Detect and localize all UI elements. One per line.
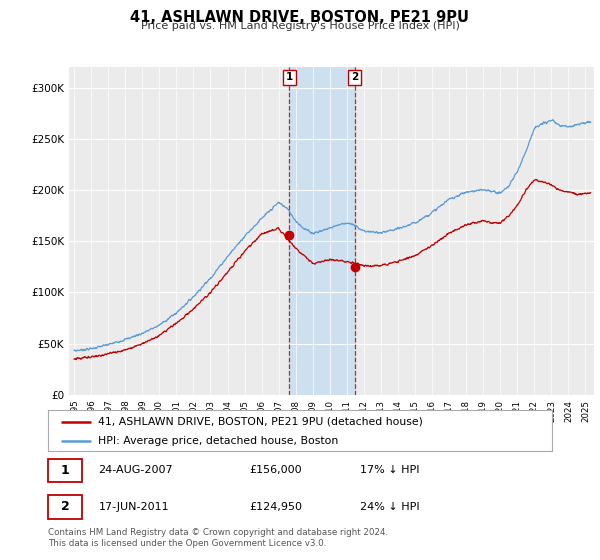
Text: 24% ↓ HPI: 24% ↓ HPI xyxy=(361,502,420,512)
Text: 41, ASHLAWN DRIVE, BOSTON, PE21 9PU (detached house): 41, ASHLAWN DRIVE, BOSTON, PE21 9PU (det… xyxy=(98,417,423,427)
Text: 1: 1 xyxy=(286,72,293,82)
Text: 24-AUG-2007: 24-AUG-2007 xyxy=(98,465,173,475)
Text: 2: 2 xyxy=(61,500,70,514)
Text: 17-JUN-2011: 17-JUN-2011 xyxy=(98,502,169,512)
Bar xyxy=(289,67,355,395)
Text: £124,950: £124,950 xyxy=(250,502,302,512)
Text: Contains HM Land Registry data © Crown copyright and database right 2024.
This d: Contains HM Land Registry data © Crown c… xyxy=(48,528,388,548)
Text: 1: 1 xyxy=(61,464,70,477)
Text: 41, ASHLAWN DRIVE, BOSTON, PE21 9PU: 41, ASHLAWN DRIVE, BOSTON, PE21 9PU xyxy=(131,10,470,25)
Text: HPI: Average price, detached house, Boston: HPI: Average price, detached house, Bost… xyxy=(98,436,338,446)
Text: Price paid vs. HM Land Registry's House Price Index (HPI): Price paid vs. HM Land Registry's House … xyxy=(140,21,460,31)
Text: 17% ↓ HPI: 17% ↓ HPI xyxy=(361,465,420,475)
Text: £156,000: £156,000 xyxy=(250,465,302,475)
FancyBboxPatch shape xyxy=(48,459,82,482)
FancyBboxPatch shape xyxy=(48,495,82,519)
Text: 2: 2 xyxy=(351,72,358,82)
